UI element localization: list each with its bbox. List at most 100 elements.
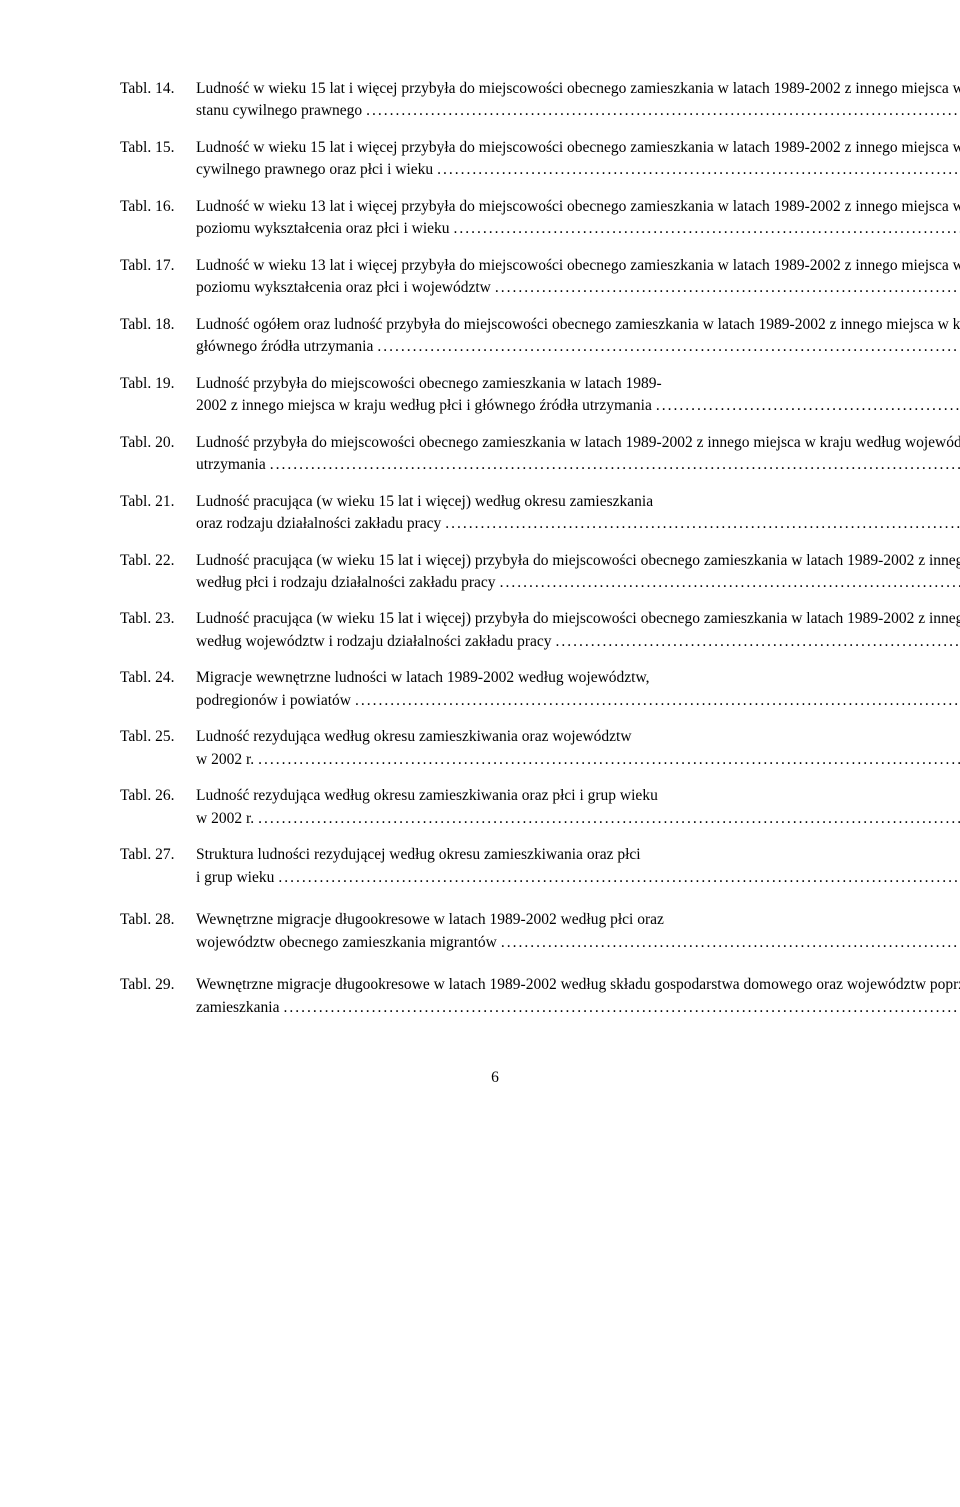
- toc-label: Tabl. 16.: [120, 196, 196, 218]
- toc-entry: Tabl. 27.Struktura ludności rezydującej …: [120, 844, 870, 889]
- toc-text: Wewnętrzne migracje długookresowe w lata…: [196, 976, 960, 993]
- toc-description: Wewnętrzne migracje długookresowe w lata…: [196, 974, 960, 1019]
- toc-leader-dots: ........................................…: [491, 277, 960, 299]
- toc-last-text: oraz rodzaju działalności zakładu pracy: [196, 513, 441, 535]
- toc-description: Ludność rezydująca według okresu zamiesz…: [196, 726, 960, 771]
- toc-entry: Tabl. 24.Migracje wewnętrzne ludności w …: [120, 667, 870, 712]
- toc-label: Tabl. 25.: [120, 726, 196, 748]
- toc-last-text: głównego źródła utrzymania: [196, 336, 373, 358]
- toc-last-line: oraz rodzaju działalności zakładu pracy.…: [196, 513, 960, 535]
- toc-description: Ludność rezydująca według okresu zamiesz…: [196, 785, 960, 830]
- toc-description: Ludność przybyła do miejscowości obecneg…: [196, 432, 960, 477]
- toc-leader-dots: ........................................…: [497, 932, 960, 954]
- toc-label: Tabl. 24.: [120, 667, 196, 689]
- toc-last-text: poziomu wykształcenia oraz płci i wieku: [196, 218, 450, 240]
- toc-text: Struktura ludności rezydującej według ok…: [196, 846, 641, 863]
- toc-description: Ludność pracująca (w wieku 15 lat i więc…: [196, 608, 960, 653]
- toc-description: Migracje wewnętrzne ludności w latach 19…: [196, 667, 960, 712]
- toc-label: Tabl. 18.: [120, 314, 196, 336]
- toc-description: Ludność ogółem oraz ludność przybyła do …: [196, 314, 960, 359]
- toc-leader-dots: ........................................…: [496, 572, 960, 594]
- page-number: 6: [120, 1067, 870, 1089]
- toc-leader-dots: ........................................…: [433, 159, 960, 181]
- toc-entry: Tabl. 18.Ludność ogółem oraz ludność prz…: [120, 314, 870, 359]
- toc-last-text: zamieszkania: [196, 997, 279, 1019]
- toc-text: Ludność w wieku 13 lat i więcej przybyła…: [196, 257, 960, 274]
- toc-leader-dots: ........................................…: [552, 631, 960, 653]
- toc-last-line: poziomu wykształcenia oraz płci i wojewó…: [196, 277, 960, 299]
- toc-leader-dots: ........................................…: [266, 454, 960, 476]
- toc-label: Tabl. 21.: [120, 491, 196, 513]
- toc-entry: Tabl. 15.Ludność w wieku 15 lat i więcej…: [120, 137, 870, 182]
- toc-entry: Tabl. 28.Wewnętrzne migracje długookreso…: [120, 909, 870, 954]
- toc-text: Ludność rezydująca według okresu zamiesz…: [196, 787, 658, 804]
- toc-entry: Tabl. 22.Ludność pracująca (w wieku 15 l…: [120, 550, 870, 595]
- toc-leader-dots: ........................................…: [254, 808, 960, 830]
- toc-leader-dots: ........................................…: [373, 336, 960, 358]
- toc-text: Ludność pracująca (w wieku 15 lat i więc…: [196, 552, 960, 569]
- toc-last-text: według płci i rodzaju działalności zakła…: [196, 572, 496, 594]
- toc-label: Tabl. 27.: [120, 844, 196, 866]
- toc-last-line: według województw i rodzaju działalności…: [196, 631, 960, 653]
- toc-entry: Tabl. 26.Ludność rezydująca według okres…: [120, 785, 870, 830]
- toc-last-text: w 2002 r.: [196, 808, 254, 830]
- toc-last-line: podregionów i powiatów..................…: [196, 690, 960, 712]
- toc-last-text: i grup wieku: [196, 867, 274, 889]
- toc-label: Tabl. 17.: [120, 255, 196, 277]
- toc-last-text: stanu cywilnego prawnego: [196, 100, 362, 122]
- toc-last-text: według województw i rodzaju działalności…: [196, 631, 552, 653]
- toc-entry: Tabl. 21.Ludność pracująca (w wieku 15 l…: [120, 491, 870, 536]
- toc-leader-dots: ........................................…: [254, 749, 960, 771]
- toc-entry: Tabl. 14.Ludność w wieku 15 lat i więcej…: [120, 78, 870, 123]
- toc-label: Tabl. 14.: [120, 78, 196, 100]
- toc-last-text: utrzymania: [196, 454, 266, 476]
- toc-leader-dots: ........................................…: [652, 395, 960, 417]
- toc-description: Ludność przybyła do miejscowości obecneg…: [196, 373, 960, 418]
- toc-leader-dots: ........................................…: [441, 513, 960, 535]
- toc-leader-dots: ........................................…: [279, 997, 960, 1019]
- toc-entry: Tabl. 19.Ludność przybyła do miejscowośc…: [120, 373, 870, 418]
- toc-description: Ludność w wieku 15 lat i więcej przybyła…: [196, 137, 960, 182]
- toc-text: Ludność w wieku 13 lat i więcej przybyła…: [196, 198, 960, 215]
- toc-text: Ludność pracująca (w wieku 15 lat i więc…: [196, 610, 960, 627]
- toc-text: Ludność przybyła do miejscowości obecneg…: [196, 434, 960, 451]
- toc-last-line: według płci i rodzaju działalności zakła…: [196, 572, 960, 594]
- toc-last-line: utrzymania..............................…: [196, 454, 960, 476]
- toc-text: Wewnętrzne migracje długookresowe w lata…: [196, 911, 664, 928]
- toc-leader-dots: ........................................…: [450, 218, 960, 240]
- toc-text: Ludność przybyła do miejscowości obecneg…: [196, 375, 662, 392]
- toc-last-text: województw obecnego zamieszkania migrant…: [196, 932, 497, 954]
- toc-description: Ludność pracująca (w wieku 15 lat i więc…: [196, 550, 960, 595]
- toc-leader-dots: ........................................…: [274, 867, 960, 889]
- toc-leader-dots: ........................................…: [351, 690, 960, 712]
- toc-last-line: głównego źródła utrzymania..............…: [196, 336, 960, 358]
- toc-label: Tabl. 15.: [120, 137, 196, 159]
- toc-entry: Tabl. 29.Wewnętrzne migracje długookreso…: [120, 974, 870, 1019]
- toc-leader-dots: ........................................…: [362, 100, 960, 122]
- toc-last-line: i grup wieku............................…: [196, 867, 960, 889]
- toc-description: Ludność w wieku 13 lat i więcej przybyła…: [196, 255, 960, 300]
- toc-text: Ludność w wieku 15 lat i więcej przybyła…: [196, 139, 960, 156]
- toc-last-line: 2002 z innego miejsca w kraju według płc…: [196, 395, 960, 417]
- toc-last-line: w 2002 r................................…: [196, 808, 960, 830]
- toc-description: Ludność w wieku 15 lat i więcej przybyła…: [196, 78, 960, 123]
- toc-description: Wewnętrzne migracje długookresowe w lata…: [196, 909, 960, 954]
- toc-last-line: województw obecnego zamieszkania migrant…: [196, 932, 960, 954]
- toc-last-line: stanu cywilnego prawnego................…: [196, 100, 960, 122]
- toc-text: Ludność ogółem oraz ludność przybyła do …: [196, 316, 960, 333]
- toc-last-line: poziomu wykształcenia oraz płci i wieku.…: [196, 218, 960, 240]
- toc-label: Tabl. 23.: [120, 608, 196, 630]
- toc-description: Ludność w wieku 13 lat i więcej przybyła…: [196, 196, 960, 241]
- toc-label: Tabl. 19.: [120, 373, 196, 395]
- toc-entry: Tabl. 20.Ludność przybyła do miejscowośc…: [120, 432, 870, 477]
- toc-last-text: poziomu wykształcenia oraz płci i wojewó…: [196, 277, 491, 299]
- toc-entry: Tabl. 17.Ludność w wieku 13 lat i więcej…: [120, 255, 870, 300]
- toc-entry: Tabl. 25.Ludność rezydująca według okres…: [120, 726, 870, 771]
- toc-label: Tabl. 22.: [120, 550, 196, 572]
- table-of-contents: Tabl. 14.Ludność w wieku 15 lat i więcej…: [120, 78, 870, 1019]
- toc-last-line: cywilnego prawnego oraz płci i wieku....…: [196, 159, 960, 181]
- toc-last-line: zamieszkania............................…: [196, 997, 960, 1019]
- toc-last-text: cywilnego prawnego oraz płci i wieku: [196, 159, 433, 181]
- toc-label: Tabl. 26.: [120, 785, 196, 807]
- toc-text: Ludność w wieku 15 lat i więcej przybyła…: [196, 80, 960, 97]
